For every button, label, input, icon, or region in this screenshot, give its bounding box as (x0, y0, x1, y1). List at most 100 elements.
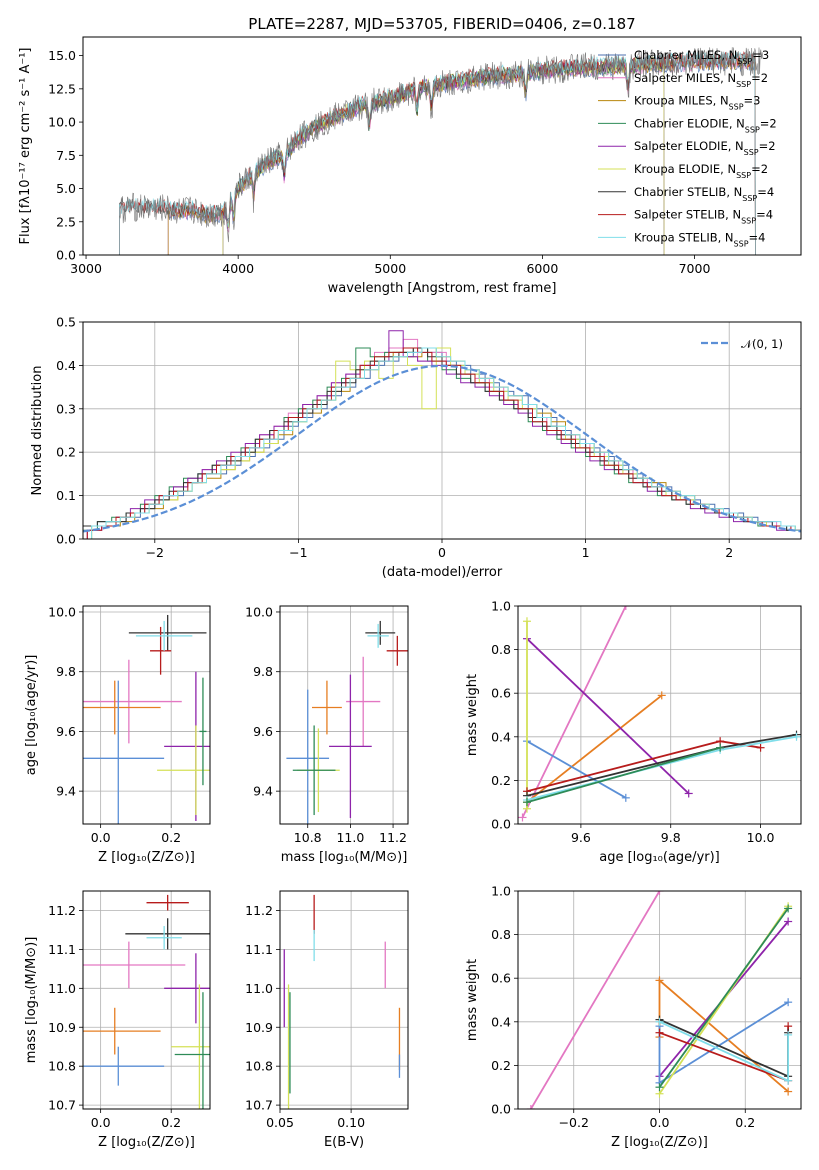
y-tick-label: 0.4 (491, 1014, 511, 1029)
weight-marker (756, 743, 765, 752)
y-axis-label: mass [log₁₀(M/M⊙)] (24, 937, 39, 1064)
axes-residuals: −2 −1 0 1 2 0.0 0.1 0.2 0.3 0.4 0.5 (data-model)/er… (30, 315, 802, 580)
weight-marker (655, 1028, 664, 1037)
error-bar-point (125, 918, 210, 950)
error-bar-point (174, 992, 210, 1109)
y-tick-label: 0.4 (491, 729, 511, 744)
x-axis-label: E(B-V) (324, 1135, 364, 1150)
grid-age-vs-mass (280, 606, 408, 824)
error-bar-point (83, 1007, 161, 1055)
weight-series (526, 746, 721, 804)
axes-spectrum: 3000 4000 5000 6000 7000 0.0 2.5 5.0 7.5 10.0 12.5… (18, 36, 802, 296)
x-tick-label: 10.8 (294, 830, 322, 845)
y-tick-label: 1.0 (491, 599, 511, 614)
y-axis-label: mass weight (465, 959, 480, 1041)
axes-age-vs-mass: 10.8 11.0 11.2 9.4 9.6 9.8 10.0 mass [log₁₀(M/M… (245, 604, 409, 865)
error-bar-point (150, 626, 172, 675)
axes-age-vs-Z: 0.0 0.2 9.4 9.6 9.8 10.0 Z [log₁₀(Z/Z⊙)] age [l… (24, 604, 211, 865)
weight-marker (684, 789, 693, 798)
x-tick-label: −2 (146, 545, 164, 560)
weight-marker (526, 1105, 535, 1109)
weight-marker (621, 793, 630, 802)
frame-residuals: −2 −1 0 1 2 0.0 0.1 0.2 0.3 0.4 0.5 (data-model)/er… (30, 315, 802, 580)
error-bar-point (157, 725, 210, 816)
frame-spectrum: 3000 4000 5000 6000 7000 0.0 2.5 5.0 7.5 10.0 12.5… (18, 36, 802, 296)
x-tick-label: 0.0 (650, 1115, 670, 1130)
grid-mass-vs-Z (83, 891, 210, 1109)
histogram-series (91, 347, 801, 539)
y-tick-label: 12.5 (48, 81, 76, 96)
frame-weight-vs-age: 9.6 9.8 10.0 0.0 0.2 0.4 0.6 0.8 1.0 age [log₁₀(a… (465, 599, 802, 865)
weight-marker (784, 1076, 793, 1085)
error-bar-point (164, 953, 210, 1024)
error-bar-point (83, 680, 161, 735)
legend-label: Kroupa STELIB, NSSP=4 (634, 230, 765, 248)
weight-series (526, 740, 627, 799)
x-tick-label: 5000 (374, 261, 406, 276)
grid-age-vs-Z (83, 606, 210, 824)
legend-label: Chabrier ELODIE, NSSP=2 (634, 116, 777, 133)
weight-series (659, 1020, 789, 1083)
error-bar-point (83, 941, 186, 989)
x-axis-label: age [log₁₀(age/yr)] (599, 850, 720, 865)
figure-title: PLATE=2287, MJD=53705, FIBERID=0406, z=0… (248, 15, 635, 33)
plot-weight-vs-Z (526, 891, 793, 1109)
normal-curve (83, 364, 801, 533)
error-bar-point (171, 984, 210, 1109)
x-axis-label: wavelength [Angstrom, rest frame] (328, 281, 557, 296)
y-tick-label: 9.8 (253, 664, 273, 679)
y-tick-label: 10.7 (245, 1098, 273, 1113)
axes-frame (279, 890, 409, 1110)
error-bar-point (83, 680, 165, 824)
y-tick-label: 10.7 (48, 1098, 76, 1113)
legend-label: Kroupa MILES, NSSP=3 (634, 94, 760, 112)
y-tick-label: 11.0 (48, 981, 76, 996)
y-tick-label: 10.0 (245, 604, 273, 619)
x-tick-label: 7000 (679, 261, 711, 276)
error-bar-point (346, 656, 381, 747)
frame-weight-vs-Z: −0.2 0.0 0.2 0.0 0.2 0.4 0.6 0.8 1.0 Z [log₁₀(Z/Z… (465, 884, 802, 1150)
weight-marker (522, 617, 531, 626)
plot-age-vs-Z (83, 614, 210, 824)
y-tick-label: 9.6 (56, 724, 76, 739)
y-tick-label: 10.0 (48, 115, 76, 130)
x-tick-label: 1 (582, 545, 590, 560)
weight-marker (784, 998, 793, 1007)
error-bar-point (146, 926, 182, 950)
weight-marker (784, 1030, 793, 1039)
x-tick-label: 3000 (70, 261, 102, 276)
x-axis-label: mass [log₁₀(M/M⊙)] (281, 850, 408, 865)
y-tick-label: 10.0 (48, 604, 76, 619)
x-tick-label: 10.0 (747, 830, 775, 845)
spectrum-data (119, 47, 763, 243)
error-bar-point (365, 620, 396, 645)
y-tick-label: 0.3 (56, 401, 76, 416)
axes-frame (517, 605, 802, 825)
x-tick-label: 0.2 (735, 1115, 755, 1130)
weight-marker (784, 904, 793, 913)
weight-marker (655, 891, 664, 895)
y-tick-label: 11.2 (245, 903, 273, 918)
histogram-series (91, 347, 801, 539)
legend-label: 𝒩(0, 1) (741, 337, 783, 351)
error-bar-point (286, 689, 330, 824)
axes-frame (279, 605, 409, 825)
error-bar-point (386, 635, 408, 666)
weight-marker (784, 917, 793, 926)
weight-series (658, 907, 789, 1088)
y-tick-label: 15.0 (48, 48, 76, 63)
x-tick-label: −1 (289, 545, 307, 560)
error-bar-point (292, 725, 336, 816)
weight-marker (655, 976, 664, 985)
frame-age-vs-mass: 10.8 11.0 11.2 9.4 9.6 9.8 10.0 mass [log₁₀(M/M… (245, 604, 409, 865)
weight-series (526, 638, 690, 795)
plot-spectrum (119, 47, 763, 255)
y-tick-label: 11.1 (48, 942, 76, 957)
weight-marker (522, 798, 531, 807)
y-tick-label: 2.5 (56, 214, 76, 229)
axes-mass-vs-Z: 0.0 0.2 10.7 10.8 10.9 11.0 11.1 11.2 Z [log₁₀(Z… (24, 890, 211, 1150)
error-bar-point (199, 677, 207, 786)
y-tick-label: 0.0 (491, 1102, 511, 1117)
weight-marker (657, 691, 666, 700)
